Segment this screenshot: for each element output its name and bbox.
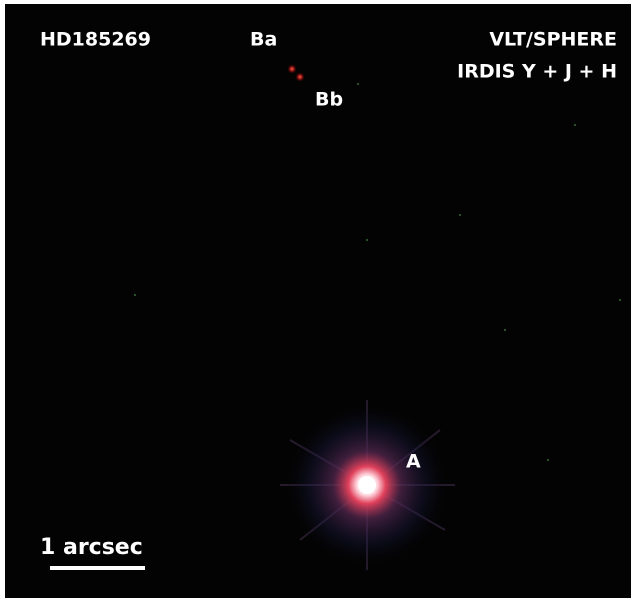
instrument-label: VLT/SPHERE <box>489 29 617 51</box>
star-a-core <box>358 476 376 494</box>
star-label: A <box>406 451 421 473</box>
star-bb <box>295 72 305 82</box>
filters-label: IRDIS Y + J + H <box>457 61 617 83</box>
background-specks <box>134 83 621 461</box>
scale-bar <box>50 566 145 570</box>
star-label: Ba <box>250 29 277 51</box>
star-label: Bb <box>315 89 343 111</box>
scale-bar-label: 1 arcsec <box>40 535 143 560</box>
star-ba <box>287 64 297 74</box>
target-label: HD185269 <box>40 29 151 51</box>
